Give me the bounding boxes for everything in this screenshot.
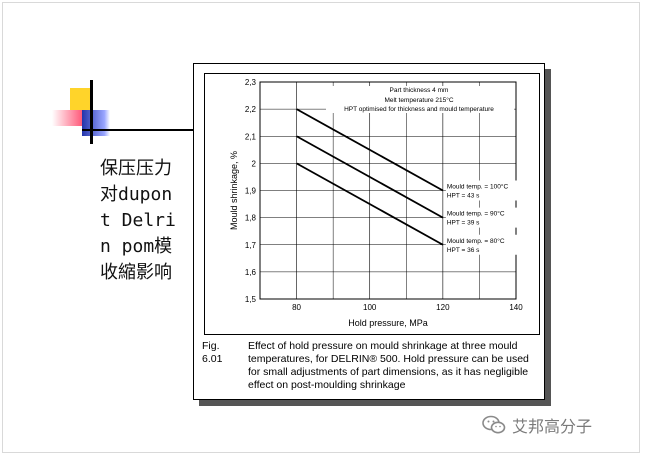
series-line xyxy=(296,108,444,192)
yellow-square xyxy=(70,88,92,110)
y-tick-label: 1,9 xyxy=(245,187,257,196)
watermark-text: 艾邦高分子 xyxy=(512,417,593,436)
x-tick-label: 100 xyxy=(363,303,377,312)
series-label-background xyxy=(445,207,518,228)
series-label: HPT = 36 s xyxy=(447,247,480,254)
series-label-background xyxy=(445,180,518,201)
chart-annotation: HPT optimised for thickness and mould te… xyxy=(344,106,494,113)
series-label: Mould temp. = 80°C xyxy=(447,237,505,245)
x-tick-label: 80 xyxy=(292,303,301,312)
series-label: Mould temp. = 100°C xyxy=(447,183,509,191)
slide-title: 保压压力对dupont Delrin pom模收縮影响 xyxy=(100,158,176,283)
y-tick-label: 1,8 xyxy=(245,214,257,223)
y-tick-label: 1,6 xyxy=(245,268,257,277)
y-tick-label: 2 xyxy=(252,159,257,168)
y-tick-label: 1,5 xyxy=(245,295,257,304)
chart-annotation: Melt temperature 215°C xyxy=(384,96,453,104)
y-axis-label: Mould shrinkage, % xyxy=(229,151,239,230)
title-bullet-decoration xyxy=(52,80,194,150)
series-label-background xyxy=(445,234,518,255)
series-label: Mould temp. = 90°C xyxy=(447,210,505,218)
x-axis-label: Hold pressure, MPa xyxy=(348,318,428,328)
x-tick-label: 120 xyxy=(436,303,450,312)
shrinkage-chart: 1,5 1,6 1,7 1,8 1,9 2 2,1 2,2 2,3 80 100 120 140 Hold… xyxy=(229,78,523,328)
connector-line xyxy=(82,129,194,131)
slide-frame xyxy=(2,2,640,453)
wechat-icon xyxy=(482,415,506,434)
x-tick-label: 140 xyxy=(509,303,523,312)
chart-annotation: Part thickness 4 mm xyxy=(390,87,449,94)
vertical-rule xyxy=(90,80,93,144)
figure-caption: Fig. 6.01 Effect of hold pressure on mou… xyxy=(202,340,542,391)
series-line xyxy=(296,135,444,219)
blue-gradient-square xyxy=(82,110,110,136)
y-tick-label: 2,1 xyxy=(245,132,257,141)
series-label: HPT = 39 s xyxy=(447,220,480,227)
y-tick-label: 2,2 xyxy=(245,105,257,114)
series-label: HPT = 43 s xyxy=(447,193,480,200)
watermark: 艾邦高分子 xyxy=(482,414,592,436)
caption-number: Fig. 6.01 xyxy=(202,340,223,365)
y-tick-label: 2,3 xyxy=(245,78,257,87)
series-line xyxy=(296,162,444,246)
caption-text: Effect of hold pressure on mould shrinka… xyxy=(248,340,529,391)
annotation-background xyxy=(326,86,514,113)
red-gradient-bar xyxy=(52,110,82,126)
y-tick-label: 1,7 xyxy=(245,241,257,250)
